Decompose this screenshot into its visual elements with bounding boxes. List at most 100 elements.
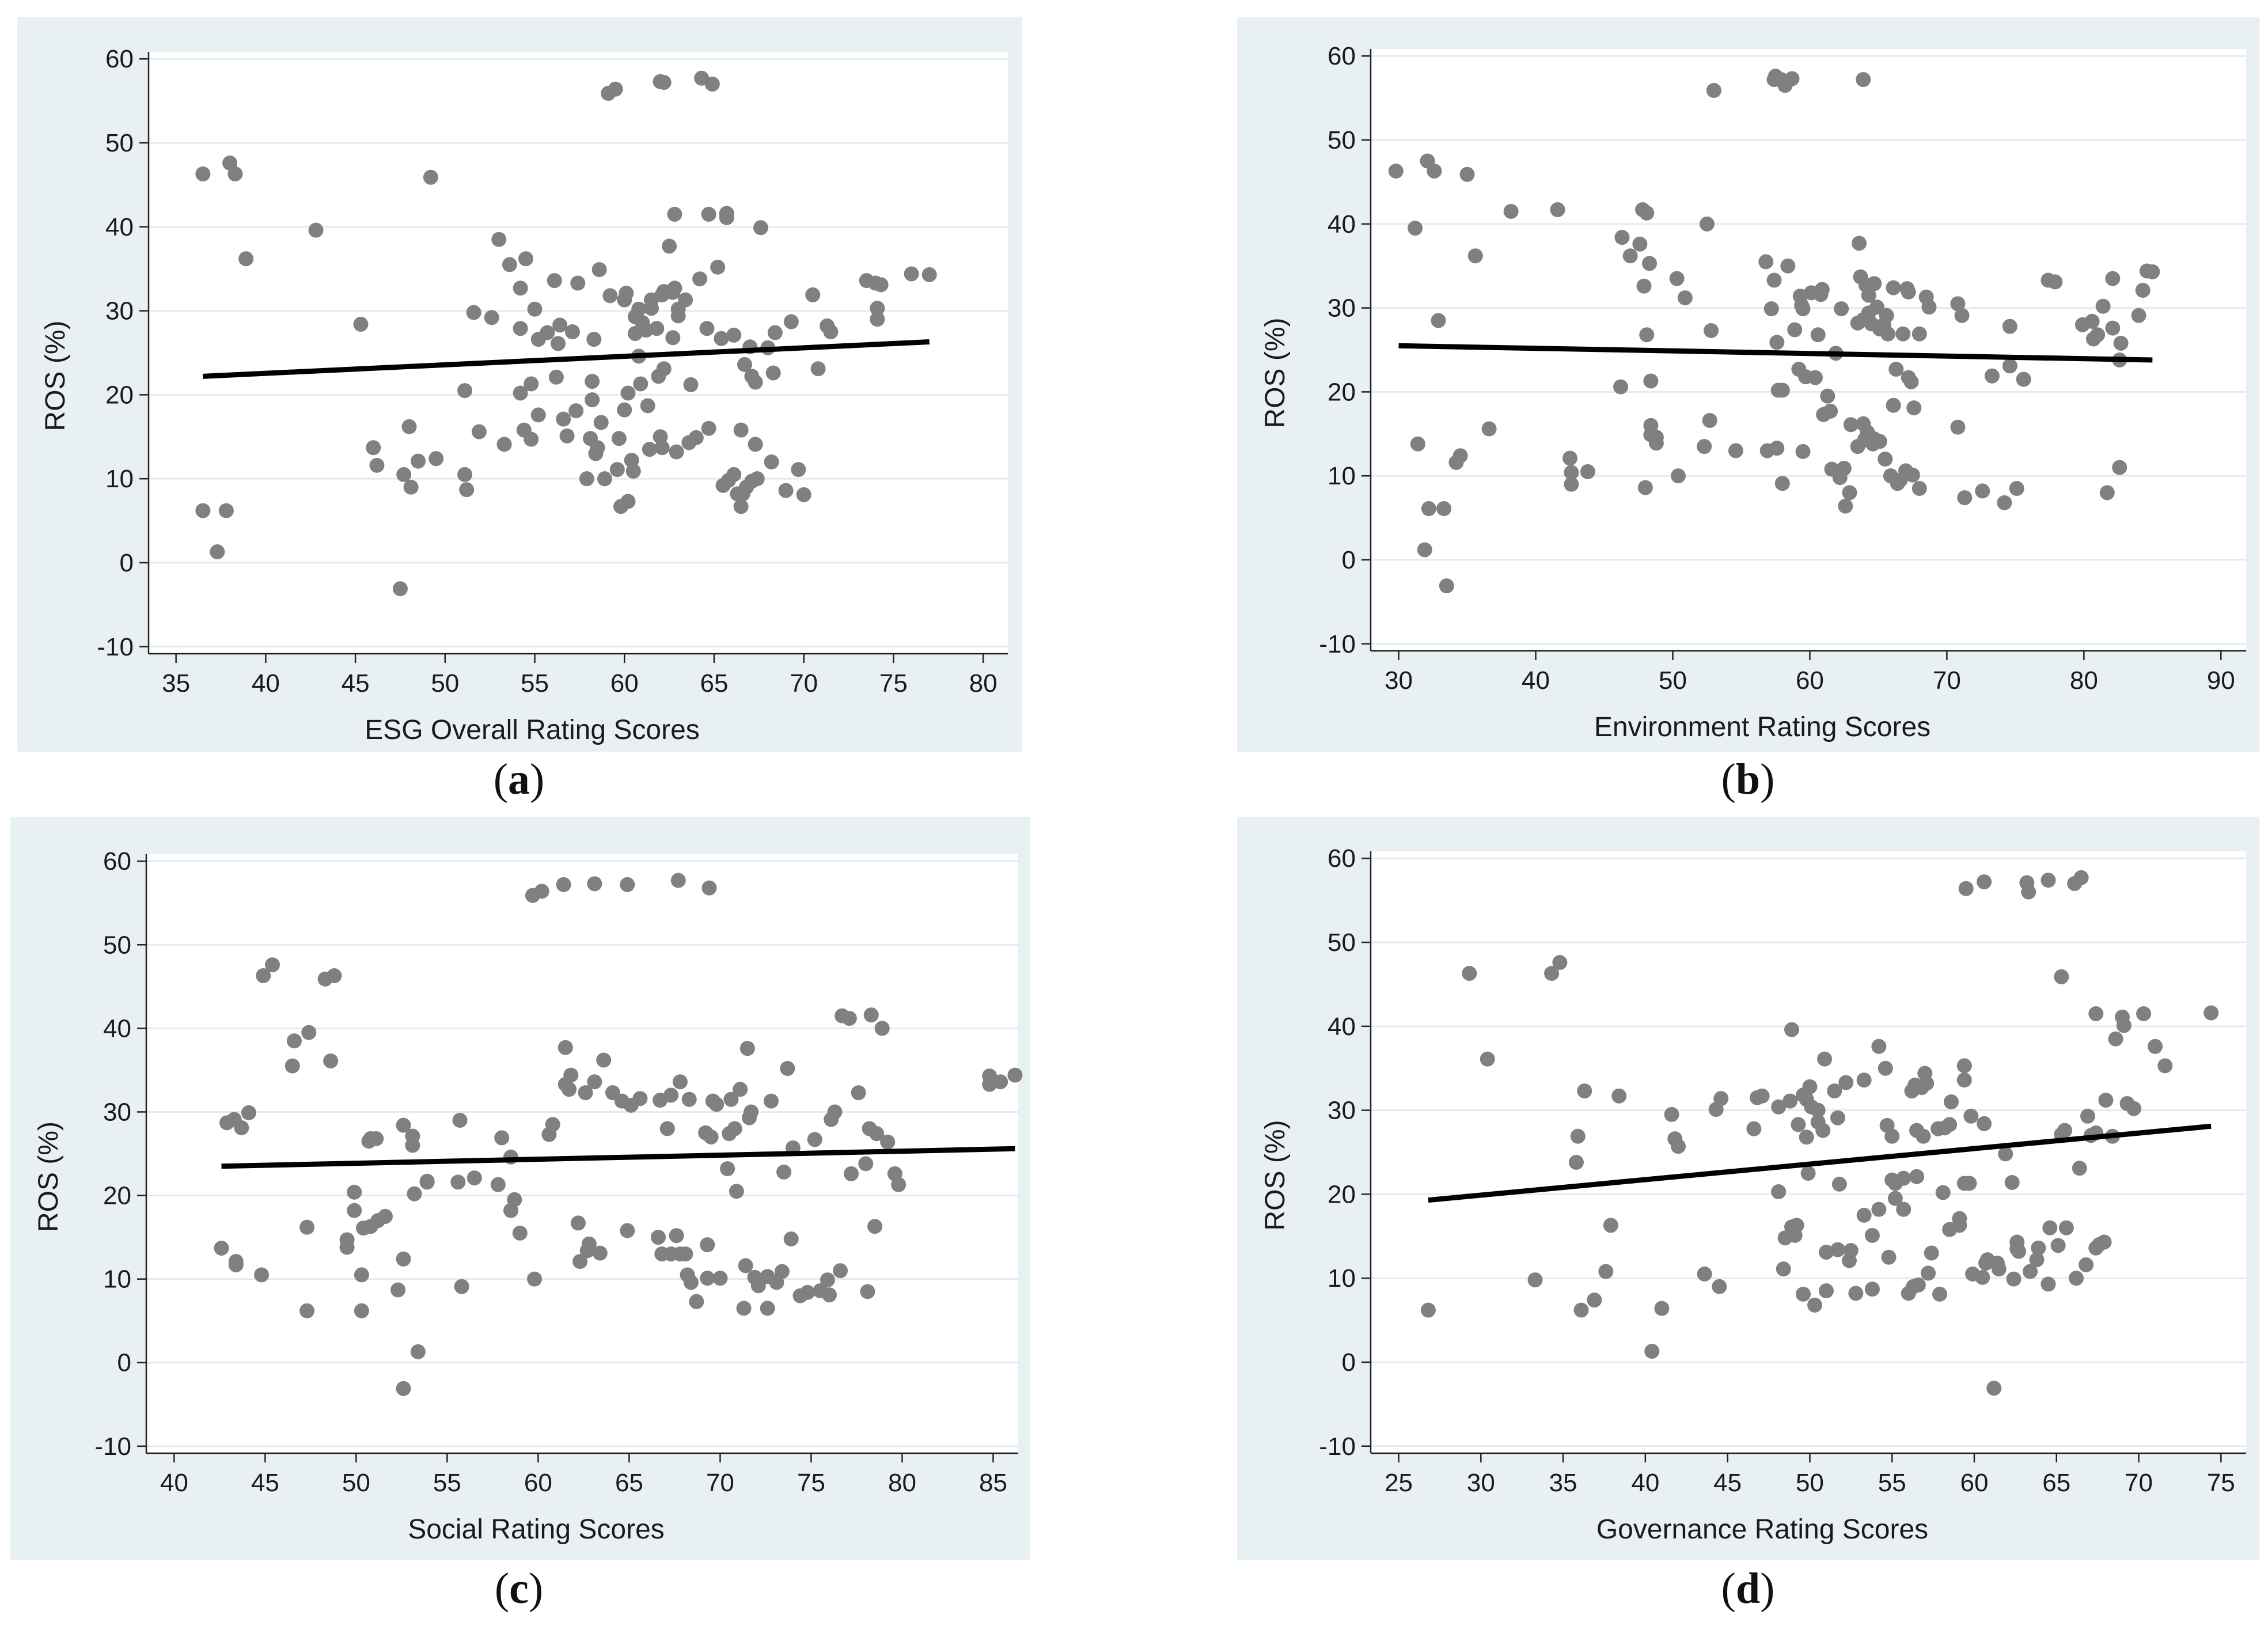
data-point bbox=[700, 1271, 715, 1286]
data-point bbox=[1643, 418, 1659, 433]
data-point bbox=[1580, 464, 1595, 479]
data-point bbox=[656, 361, 672, 377]
data-point bbox=[1462, 965, 1477, 981]
data-point bbox=[1856, 1072, 1872, 1088]
data-point bbox=[1919, 1075, 1935, 1091]
data-point bbox=[796, 487, 811, 502]
data-point bbox=[2023, 1264, 2038, 1279]
data-point bbox=[466, 305, 481, 320]
fit-line bbox=[1398, 343, 2153, 363]
data-point bbox=[227, 166, 243, 181]
data-point bbox=[547, 273, 562, 289]
data-point bbox=[1706, 83, 1721, 98]
y-tick-label: 40 bbox=[103, 1014, 131, 1043]
data-point bbox=[873, 277, 889, 293]
data-point bbox=[596, 1052, 612, 1068]
data-point bbox=[867, 1219, 883, 1234]
data-point bbox=[1935, 1185, 1951, 1200]
data-point bbox=[1871, 1038, 1887, 1054]
data-point bbox=[524, 376, 539, 392]
data-point bbox=[1639, 205, 1655, 221]
data-point bbox=[805, 287, 821, 302]
data-point bbox=[620, 1223, 635, 1238]
data-point bbox=[738, 1258, 753, 1273]
data-point bbox=[1766, 272, 1782, 288]
data-point bbox=[1704, 323, 1719, 338]
data-point bbox=[1784, 1022, 1800, 1037]
data-point bbox=[228, 1254, 244, 1269]
data-point bbox=[1827, 1083, 1842, 1099]
data-point bbox=[1807, 370, 1823, 385]
data-point bbox=[513, 321, 528, 336]
chart-panel-c: -10 0 10 20 30 40 50 60 40 45 50 55 60 65 70 75 80 85 Soci… bbox=[10, 817, 1030, 1560]
x-tick-label: 85 bbox=[979, 1469, 1007, 1497]
x-tick-label: 25 bbox=[1385, 1469, 1413, 1497]
data-point bbox=[1807, 1297, 1822, 1313]
data-point bbox=[1864, 1227, 1880, 1243]
data-point bbox=[2058, 1220, 2074, 1235]
data-point bbox=[1417, 542, 1432, 558]
data-point bbox=[353, 316, 369, 332]
data-point bbox=[512, 1225, 528, 1241]
data-point bbox=[396, 467, 412, 482]
data-point bbox=[545, 1117, 560, 1132]
y-tick-label: 50 bbox=[105, 129, 134, 157]
fit-line bbox=[1428, 1123, 2212, 1203]
x-tick-label: 75 bbox=[879, 669, 908, 698]
x-tick-label: 65 bbox=[700, 669, 728, 698]
data-point bbox=[2088, 1006, 2104, 1021]
data-point bbox=[256, 968, 271, 983]
scatter-plot-a: -10 0 10 20 30 40 50 60 35 40 45 50 55 60 65 70 75 80 ESG … bbox=[17, 17, 1022, 752]
data-point bbox=[672, 1074, 688, 1090]
data-point bbox=[494, 1130, 510, 1146]
data-point bbox=[1527, 1272, 1543, 1288]
data-point bbox=[2096, 1234, 2112, 1250]
data-point bbox=[551, 336, 566, 351]
data-point bbox=[2029, 1252, 2045, 1268]
data-point bbox=[800, 1284, 816, 1300]
y-tick-label: 10 bbox=[1328, 1264, 1356, 1293]
data-point bbox=[390, 1282, 406, 1298]
data-point bbox=[407, 1186, 422, 1202]
caption-d: (d) bbox=[1721, 1564, 1775, 1613]
data-point bbox=[586, 332, 602, 347]
data-point bbox=[767, 325, 783, 340]
data-point bbox=[2135, 282, 2151, 298]
data-point bbox=[301, 1025, 317, 1040]
data-point bbox=[736, 1301, 752, 1316]
data-point bbox=[457, 467, 473, 482]
data-point bbox=[1886, 280, 1901, 295]
data-point bbox=[1427, 163, 1442, 179]
data-point bbox=[678, 292, 693, 308]
data-point bbox=[1799, 1130, 1814, 1145]
data-point bbox=[700, 1237, 715, 1253]
data-point bbox=[2099, 485, 2115, 501]
data-point bbox=[774, 1264, 790, 1279]
data-point bbox=[2031, 1240, 2046, 1256]
data-point bbox=[2084, 313, 2100, 329]
data-point bbox=[1654, 1301, 1670, 1316]
data-point bbox=[860, 1284, 875, 1299]
data-point bbox=[833, 1263, 848, 1279]
data-point bbox=[366, 440, 381, 456]
data-point bbox=[669, 444, 684, 460]
data-point bbox=[518, 251, 533, 267]
data-point bbox=[733, 422, 749, 438]
y-tick-label: 40 bbox=[1328, 210, 1356, 238]
data-point bbox=[764, 454, 779, 470]
y-tick-label: -10 bbox=[97, 633, 134, 661]
x-tick-label: 60 bbox=[524, 1469, 552, 1497]
data-point bbox=[1622, 248, 1638, 264]
y-tick-label: 50 bbox=[1328, 928, 1356, 957]
y-tick-label: 20 bbox=[1328, 1180, 1356, 1208]
data-point bbox=[1843, 1243, 1859, 1259]
data-point bbox=[869, 1126, 885, 1142]
y-tick-label: 50 bbox=[103, 931, 131, 959]
data-point bbox=[1848, 1286, 1864, 1301]
data-point bbox=[823, 324, 839, 340]
data-point bbox=[587, 876, 602, 892]
data-point bbox=[1795, 301, 1811, 317]
data-point bbox=[1648, 430, 1664, 445]
data-point bbox=[1838, 498, 1853, 514]
data-point bbox=[710, 259, 726, 275]
